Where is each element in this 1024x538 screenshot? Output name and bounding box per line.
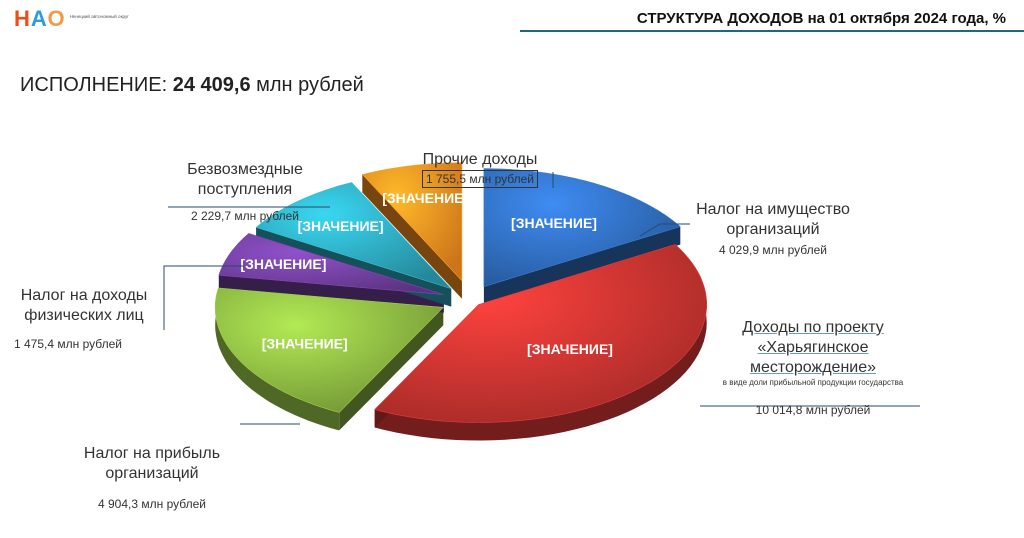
- header-divider: [520, 30, 1024, 32]
- pie-wall-0-1: [483, 226, 681, 305]
- label-profit-tax: Налог на прибыль организаций 4 904,3 млн…: [62, 444, 242, 512]
- execution-value: 24 409,6: [172, 74, 251, 96]
- leader-income-tax: [163, 265, 244, 330]
- label-kharyaga-name: Доходы по проекту «Харьягинское месторож…: [742, 319, 884, 376]
- slice-value-label-3: [ЗНАЧЕНИЕ]: [240, 256, 326, 272]
- leader-property-tax: [639, 223, 690, 237]
- logo: НАО Ненецкий автономный округ: [14, 6, 130, 36]
- label-kharyaga-note: в виде доли прибыльной продукции государ…: [722, 378, 904, 387]
- label-grants: Безвозмездные поступления 2 229,7 млн ру…: [170, 160, 320, 224]
- pie-slice-4: [255, 182, 453, 290]
- pie-side-1: [374, 244, 707, 441]
- pie-slice-5: [361, 162, 463, 282]
- slice-value-label-1: [ЗНАЧЕНИЕ]: [527, 341, 613, 357]
- label-other: Прочие доходы 1 755,5 млн рублей: [395, 150, 565, 188]
- logo-subtitle: Ненецкий автономный округ: [69, 14, 129, 19]
- logo-letter-3: О: [47, 6, 66, 31]
- pie-slice-1: [374, 244, 707, 423]
- label-grants-name: Безвозмездные поступления: [187, 161, 303, 198]
- label-other-amount: 1 755,5 млн рублей: [422, 170, 538, 188]
- label-income-tax-amount: 1 475,4 млн рублей: [14, 337, 122, 351]
- slice-value-label-2: [ЗНАЧЕНИЕ]: [262, 336, 348, 352]
- label-other-name: Прочие доходы: [422, 151, 538, 168]
- header-title: СТРУКТУРА ДОХОДОВ на 01 октября 2024 год…: [636, 10, 1006, 27]
- pie-wall-2-0: [339, 307, 444, 431]
- pie-slice-2: [214, 287, 444, 413]
- logo-letter-2: А: [30, 6, 48, 31]
- execution-label: ИСПОЛНЕНИЕ:: [20, 74, 173, 96]
- slice-value-label-4: [ЗНАЧЕНИЕ]: [298, 218, 384, 234]
- slice-value-label-5: [ЗНАЧЕНИЕ]: [382, 190, 468, 206]
- execution-summary: ИСПОЛНЕНИЕ: 24 409,6 млн рублей: [20, 74, 364, 97]
- label-income-tax-name: Налог на доходы физических лиц: [20, 287, 148, 324]
- execution-unit: млн рублей: [250, 74, 364, 96]
- label-property-tax-name: Налог на имущество организаций: [696, 201, 850, 238]
- label-income-tax: Налог на доходы физических лиц 1 475,4 м…: [4, 286, 164, 352]
- label-kharyaga-amount: 10 014,8 млн рублей: [755, 403, 871, 417]
- logo-text: НАО: [14, 6, 66, 32]
- label-profit-tax-amount: 4 904,3 млн рублей: [98, 497, 206, 511]
- label-profit-tax-name: Налог на прибыль организаций: [83, 445, 221, 482]
- pie-wall-5-0: [362, 174, 462, 299]
- pie-side-2: [215, 288, 340, 431]
- label-kharyaga: Доходы по проекту «Харьягинское месторож…: [718, 318, 908, 418]
- pie-slice-3: [218, 233, 444, 295]
- label-property-tax: Налог на имущество организаций 4 029,9 м…: [668, 200, 878, 258]
- label-property-tax-amount: 4 029,9 млн рублей: [719, 243, 827, 257]
- label-grants-amount: 2 229,7 млн рублей: [191, 209, 299, 223]
- slice-value-label-0: [ЗНАЧЕНИЕ]: [511, 215, 597, 231]
- logo-letter-1: Н: [14, 6, 31, 31]
